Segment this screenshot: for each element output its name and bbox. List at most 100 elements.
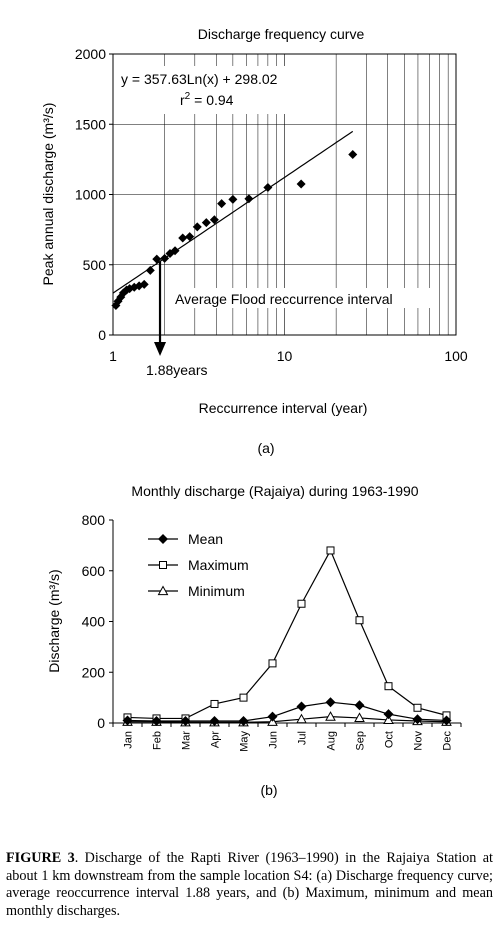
panel-a-data-points bbox=[111, 149, 358, 310]
panel-a-label: (a) bbox=[257, 440, 274, 456]
panel-a-y-ticks: 0 500 1000 1500 2000 bbox=[75, 46, 113, 343]
data-point bbox=[297, 599, 306, 608]
data-point bbox=[160, 253, 170, 263]
recurrence-arrow-label: 1.88years bbox=[146, 362, 207, 378]
data-point bbox=[348, 149, 358, 159]
x-tick-label: Apr bbox=[210, 731, 222, 748]
data-point bbox=[210, 699, 219, 708]
legend-label: Minimum bbox=[188, 583, 245, 599]
panel-b-y-ticks: 0 200 400 600 800 bbox=[82, 512, 113, 731]
data-point bbox=[263, 182, 273, 192]
x-tick-label: Dec bbox=[442, 731, 454, 751]
legend-label: Mean bbox=[188, 531, 223, 547]
y-tick-label: 1000 bbox=[75, 187, 106, 203]
flood-interval-annotation: Average Flood reccurrence interval bbox=[175, 291, 393, 307]
figure-caption-label: FIGURE 3 bbox=[6, 850, 75, 866]
panel-b: Monthly discharge (Rajaiya) during 1963-… bbox=[46, 483, 462, 798]
data-point bbox=[239, 693, 248, 702]
y-tick-label: 800 bbox=[82, 512, 106, 528]
data-point bbox=[354, 712, 365, 723]
data-point bbox=[180, 715, 191, 726]
data-point bbox=[238, 715, 249, 726]
y-tick-label: 2000 bbox=[75, 46, 106, 62]
legend-marker bbox=[159, 561, 167, 569]
data-point bbox=[441, 715, 452, 726]
data-point bbox=[178, 233, 188, 243]
annotation-background bbox=[172, 288, 436, 308]
data-point bbox=[354, 700, 365, 711]
x-tick-label: Feb bbox=[152, 731, 164, 750]
data-point bbox=[201, 218, 211, 228]
data-point bbox=[228, 194, 238, 204]
panel-b-title: Monthly discharge (Rajaiya) during 1963-… bbox=[131, 483, 418, 499]
series-maximum bbox=[123, 546, 451, 723]
x-tick-label: Nov bbox=[413, 731, 425, 751]
data-point bbox=[185, 232, 195, 242]
data-point bbox=[325, 711, 336, 721]
panel-b-y-axis-label: Discharge (m³/s) bbox=[46, 569, 62, 672]
y-tick-label: 200 bbox=[82, 664, 106, 680]
y-tick-label: 0 bbox=[97, 715, 105, 731]
r-squared: r2 = 0.94 bbox=[180, 91, 234, 108]
panel-b-legend: Mean Maximum Minimum bbox=[148, 531, 249, 599]
panel-a-trendline bbox=[112, 130, 354, 294]
data-point bbox=[209, 215, 219, 225]
data-point bbox=[383, 714, 394, 725]
data-point bbox=[296, 701, 307, 712]
data-point bbox=[217, 199, 227, 209]
panel-a-x-ticks: 1 10 100 bbox=[109, 348, 468, 364]
x-tick-label: Oct bbox=[384, 731, 396, 748]
legend-marker bbox=[157, 585, 169, 596]
legend-item-minimum: Minimum bbox=[148, 583, 245, 599]
equation-background bbox=[118, 66, 304, 114]
data-point bbox=[122, 715, 133, 726]
legend-item-mean: Mean bbox=[148, 531, 223, 547]
data-point bbox=[412, 714, 423, 725]
data-point bbox=[383, 709, 394, 720]
data-point bbox=[384, 682, 393, 691]
y-tick-label: 1500 bbox=[75, 116, 106, 132]
panel-a-title: Discharge frequency curve bbox=[198, 26, 365, 42]
x-tick-label: 100 bbox=[444, 348, 468, 364]
y-tick-label: 0 bbox=[98, 327, 106, 343]
series-line bbox=[127, 716, 447, 723]
data-point bbox=[413, 703, 422, 712]
data-point bbox=[145, 265, 155, 275]
legend-marker bbox=[158, 534, 168, 544]
panel-a-y-axis-label: Peak annual discharge (m³/s) bbox=[40, 103, 56, 286]
x-tick-label: Sep bbox=[355, 731, 367, 751]
series-mean bbox=[122, 697, 452, 726]
data-point bbox=[268, 659, 277, 668]
x-tick-label: Aug bbox=[326, 731, 338, 751]
data-point bbox=[326, 546, 335, 555]
x-tick-label: Jun bbox=[268, 731, 280, 749]
panel-b-x-ticks: Jan Feb Mar Apr May Jun Jul Aug Sep Oct Nov Dec bbox=[112, 723, 462, 752]
y-tick-label: 600 bbox=[82, 563, 106, 579]
panel-a-x-axis-label: Reccurrence interval (year) bbox=[199, 400, 368, 416]
recurrence-arrow-head bbox=[154, 342, 167, 356]
series-line bbox=[127, 549, 447, 720]
x-tick-label: Jul bbox=[297, 731, 309, 745]
x-tick-label: May bbox=[239, 731, 251, 752]
x-tick-label: Mar bbox=[181, 731, 193, 750]
figure-caption-text: . Discharge of the Rapti River (1963–199… bbox=[6, 850, 493, 919]
y-tick-label: 500 bbox=[83, 257, 107, 273]
panel-b-series bbox=[122, 546, 452, 727]
figure-caption: FIGURE 3. Discharge of the Rapti River (… bbox=[6, 850, 493, 920]
data-point bbox=[151, 715, 162, 726]
legend-label: Maximum bbox=[188, 557, 249, 573]
data-point bbox=[355, 616, 364, 625]
data-point bbox=[296, 713, 307, 724]
panel-b-label: (b) bbox=[260, 782, 277, 798]
data-point bbox=[296, 179, 306, 189]
data-point bbox=[139, 279, 149, 289]
data-point bbox=[192, 222, 202, 232]
trend-equation: y = 357.63Ln(x) + 298.02 bbox=[121, 71, 278, 87]
x-tick-label: Jan bbox=[123, 731, 135, 749]
data-point bbox=[170, 246, 180, 256]
data-point bbox=[209, 715, 220, 726]
data-point bbox=[325, 697, 336, 708]
panel-a: Discharge frequency curve 0 500 1000 1500 20… bbox=[40, 26, 468, 456]
x-tick-label: 10 bbox=[277, 348, 293, 364]
